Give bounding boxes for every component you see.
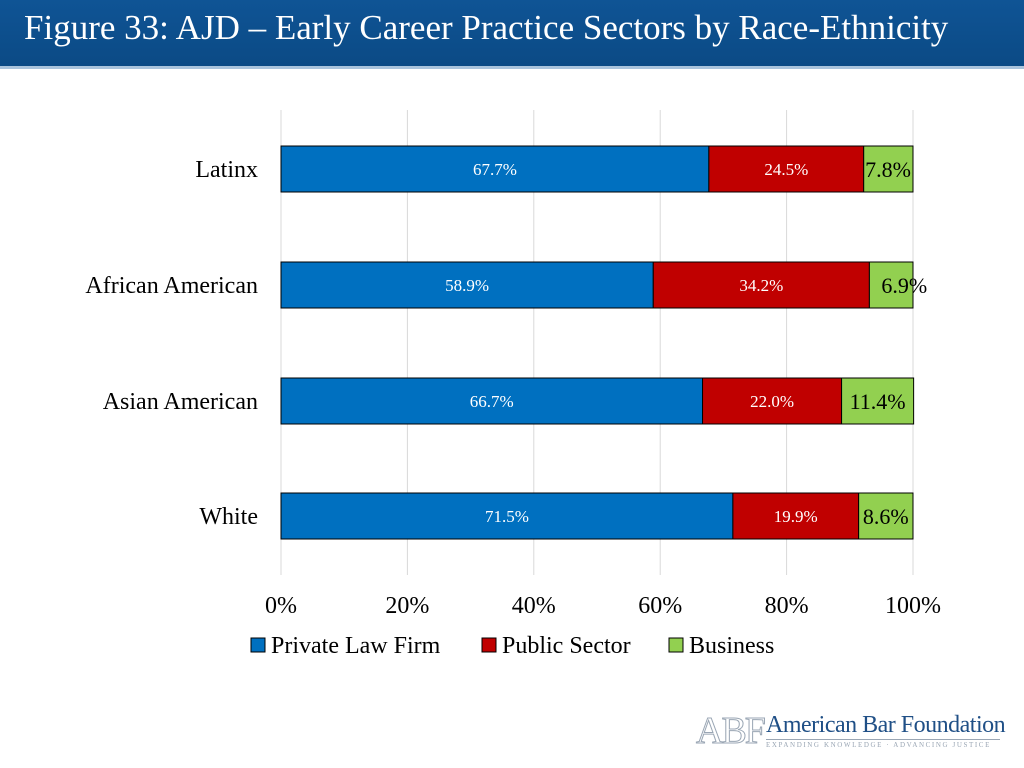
category-labels: Latinx African American Asian American Whit…	[85, 157, 258, 530]
logo-name: American Bar Foundation	[766, 712, 1006, 738]
category-label-latinx: Latinx	[195, 157, 258, 183]
legend-swatch-business	[668, 637, 684, 653]
category-label-african-american: African American	[85, 273, 258, 299]
data-label: 22.0%	[750, 392, 794, 411]
data-label: 19.9%	[774, 507, 818, 526]
bars: 67.7% 24.5% 7.8% 58.9% 34.2% 6.9% 66.7% 22.0% 11…	[280, 145, 927, 540]
x-tick-label: 100%	[885, 593, 941, 619]
bar-latinx-business	[863, 145, 914, 193]
bar-white-public-sector	[732, 492, 860, 540]
bar-asian-american-business	[841, 377, 915, 425]
data-label: 7.8%	[865, 157, 911, 182]
bar-latinx-private-law-firm	[280, 145, 710, 193]
legend-swatch-private-law-firm	[250, 637, 266, 653]
category-label-asian-american: Asian American	[103, 389, 258, 415]
x-tick-label: 60%	[638, 593, 682, 619]
slide-title: Figure 33: AJD – Early Career Practice S…	[24, 8, 949, 47]
bar-african-american-public-sector	[652, 261, 870, 309]
logo-divider	[766, 739, 1000, 740]
bar-asian-american-public-sector	[702, 377, 843, 425]
bar-white-business	[858, 492, 914, 540]
data-label: 6.9%	[881, 273, 927, 298]
bar-asian-american-private-law-firm	[280, 377, 704, 425]
x-tick-label: 80%	[765, 593, 809, 619]
data-label: 24.5%	[764, 160, 808, 179]
data-label: 66.7%	[470, 392, 514, 411]
data-label: 67.7%	[473, 160, 517, 179]
legend: Private Law Firm Public Sector Business	[250, 633, 774, 659]
legend-label-private-law-firm: Private Law Firm	[271, 633, 441, 659]
category-label-white: White	[199, 504, 258, 530]
legend-label-public-sector: Public Sector	[502, 633, 631, 659]
x-tick-labels: 0% 20% 40% 60% 80% 100%	[265, 593, 941, 619]
data-label: 58.9%	[445, 276, 489, 295]
abf-logo: ABF American Bar Foundation EXPANDING KN…	[696, 712, 1006, 752]
title-bar: Figure 33: AJD – Early Career Practice S…	[0, 0, 1024, 69]
logo-tagline: EXPANDING KNOWLEDGE · ADVANCING JUSTICE	[766, 741, 991, 749]
bar-white-private-law-firm	[280, 492, 734, 540]
stacked-bar-chart: 67.7% 24.5% 7.8% 58.9% 34.2% 6.9% 66.7% 22.0% 11…	[85, 110, 941, 659]
x-tick-label: 0%	[265, 593, 297, 619]
data-label: 71.5%	[485, 507, 529, 526]
data-label: 8.6%	[863, 504, 909, 529]
logo-letters: ABF	[696, 710, 767, 752]
data-label: 34.2%	[739, 276, 783, 295]
legend-label-business: Business	[689, 633, 774, 659]
x-tick-label: 40%	[512, 593, 556, 619]
data-label: 11.4%	[850, 389, 906, 414]
legend-swatch-public-sector	[481, 637, 497, 653]
x-tick-label: 20%	[385, 593, 429, 619]
bar-african-american-business	[868, 261, 914, 309]
